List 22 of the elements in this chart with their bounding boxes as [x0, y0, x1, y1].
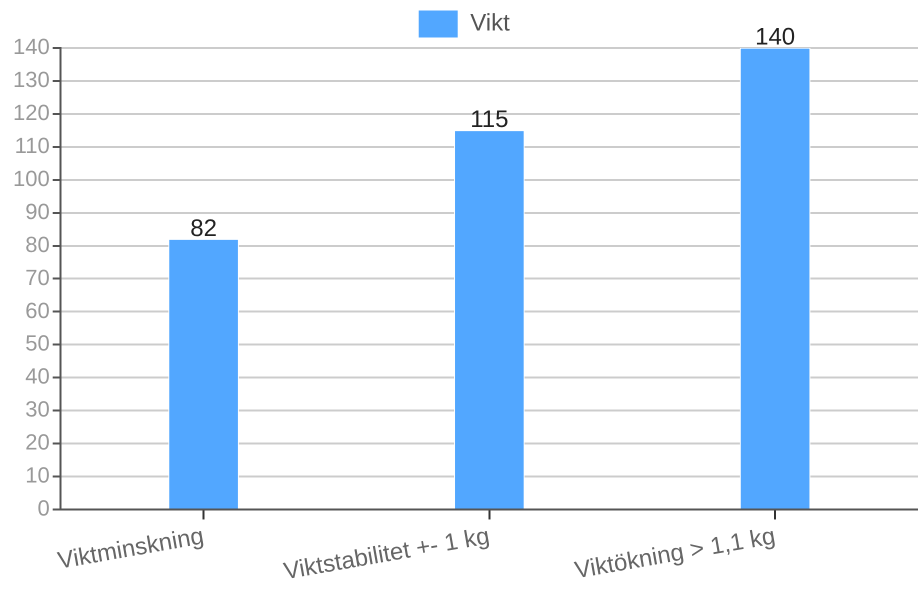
- y-tick-label: 140: [12, 34, 50, 60]
- y-tick-label: 80: [25, 232, 50, 257]
- y-tick-label: 40: [25, 364, 50, 389]
- y-tick-label: 30: [25, 396, 50, 422]
- y-tick-label: 120: [12, 100, 50, 125]
- y-tick-label: 110: [14, 132, 50, 158]
- x-tick-label: Viktökning > 1,1 kg: [572, 522, 778, 584]
- legend-label: Vikt: [470, 10, 510, 37]
- y-tick-label: 90: [25, 198, 50, 224]
- y-tick-label: 50: [25, 330, 50, 356]
- x-tick-label: Viktstabilitet +- 1 kg: [282, 522, 492, 586]
- data-label: 115: [470, 106, 508, 134]
- data-label: 82: [190, 214, 217, 242]
- y-tick-label: 60: [25, 298, 50, 323]
- x-tick-label: Viktminskning: [56, 522, 206, 575]
- y-tick-label: 130: [12, 67, 50, 92]
- y-tick-label: 70: [25, 264, 50, 290]
- y-tick-label: 20: [25, 430, 50, 455]
- data-label: 140: [755, 24, 796, 51]
- y-tick-label: 100: [12, 166, 50, 191]
- y-tick-label: 0: [37, 496, 50, 521]
- y-tick-label: 10: [25, 462, 50, 488]
